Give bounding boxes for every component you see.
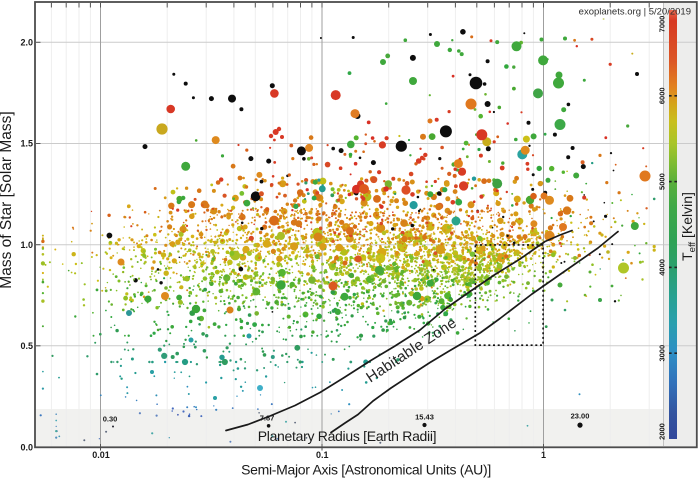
svg-text:4000: 4000 (658, 259, 667, 276)
svg-text:7000: 7000 (658, 16, 667, 33)
svg-text:15.43: 15.43 (415, 413, 434, 422)
svg-text:0.01: 0.01 (92, 450, 110, 460)
svg-text:1.5: 1.5 (20, 139, 33, 149)
svg-text:1.0: 1.0 (20, 240, 33, 250)
svg-text:0.30: 0.30 (103, 415, 118, 424)
svg-text:2.0: 2.0 (20, 37, 33, 47)
svg-text:Semi-Major Axis [Astronomical: Semi-Major Axis [Astronomical Units (AU)… (241, 462, 491, 478)
svg-text:2000: 2000 (658, 423, 667, 440)
svg-text:0.0: 0.0 (20, 442, 33, 452)
svg-text:exoplanets.org | 5/20/2019: exoplanets.org | 5/20/2019 (579, 7, 691, 18)
svg-text:0.1: 0.1 (316, 450, 329, 460)
svg-text:23.00: 23.00 (571, 412, 590, 421)
svg-text:7.87: 7.87 (260, 414, 275, 423)
svg-text:0.5: 0.5 (20, 341, 33, 351)
svg-text:Mass of Star [Solar Mass]: Mass of Star [Solar Mass] (0, 111, 15, 288)
svg-text:Planetary Radius [Earth Radii]: Planetary Radius [Earth Radii] (258, 428, 437, 444)
svg-text:1: 1 (541, 450, 546, 460)
svg-text:6000: 6000 (658, 87, 667, 104)
svg-text:3000: 3000 (658, 345, 667, 362)
svg-text:5000: 5000 (658, 173, 667, 190)
